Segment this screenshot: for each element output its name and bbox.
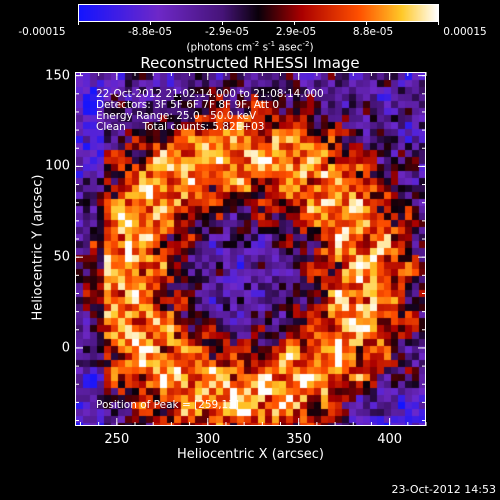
peak-position-label: Position of Peak = [259,13] bbox=[96, 399, 240, 411]
y-tick-label: 100 bbox=[45, 158, 70, 174]
y-tick-label: 50 bbox=[53, 249, 70, 265]
colorbar bbox=[78, 4, 439, 22]
chart-title: Reconstructed RHESSI Image bbox=[140, 54, 360, 72]
footer-timestamp: 23-Oct-2012 14:53 bbox=[391, 483, 496, 496]
colorbar-tick bbox=[150, 21, 151, 25]
colorbar-tick bbox=[294, 21, 295, 25]
colorbar-tick bbox=[438, 21, 439, 25]
colorbar-tick-label: 0.00015 bbox=[443, 26, 487, 38]
colorbar-tick bbox=[78, 21, 79, 25]
x-axis-label: Heliocentric X (arcsec) bbox=[177, 447, 324, 462]
y-axis-label: Heliocentric Y (arcsec) bbox=[30, 174, 46, 321]
x-tick-label: 300 bbox=[195, 432, 221, 447]
colorbar-tick bbox=[366, 21, 367, 25]
colorbar-tick bbox=[222, 21, 223, 25]
annotation-energy-range: Energy Range: 25.0 - 50.0 keV bbox=[96, 110, 257, 122]
x-tick-label: 400 bbox=[377, 432, 403, 447]
annotation-time-range: 22-Oct-2012 21:02:14.000 to 21:08:14.000 bbox=[96, 88, 324, 100]
plot-area: 22-Oct-2012 21:02:14.000 to 21:08:14.000… bbox=[75, 72, 426, 426]
annotation-counts: Clean Total counts: 5.82E+03 bbox=[96, 121, 265, 133]
colorbar-tick-label: -8.8e-05 bbox=[127, 26, 173, 38]
x-tick-label: 250 bbox=[104, 432, 130, 447]
annotation-detectors: Detectors: 3F 5F 6F 7F 8F 9F, Att 0 bbox=[96, 99, 280, 111]
colorbar-tick-label: 2.9e-05 bbox=[275, 26, 317, 38]
colorbar-tick-label: -2.9e-05 bbox=[204, 26, 250, 38]
colorbar-units: (photons cm-2 s-1 asec-2) bbox=[186, 40, 314, 54]
heatmap-image bbox=[76, 73, 425, 425]
x-tick-label: 350 bbox=[286, 432, 312, 447]
colorbar-tick-label: 8.8e-05 bbox=[352, 26, 394, 38]
y-tick-label: 150 bbox=[45, 68, 70, 84]
y-tick-label: 0 bbox=[61, 340, 70, 356]
colorbar-tick-label: -0.00015 bbox=[18, 26, 66, 38]
